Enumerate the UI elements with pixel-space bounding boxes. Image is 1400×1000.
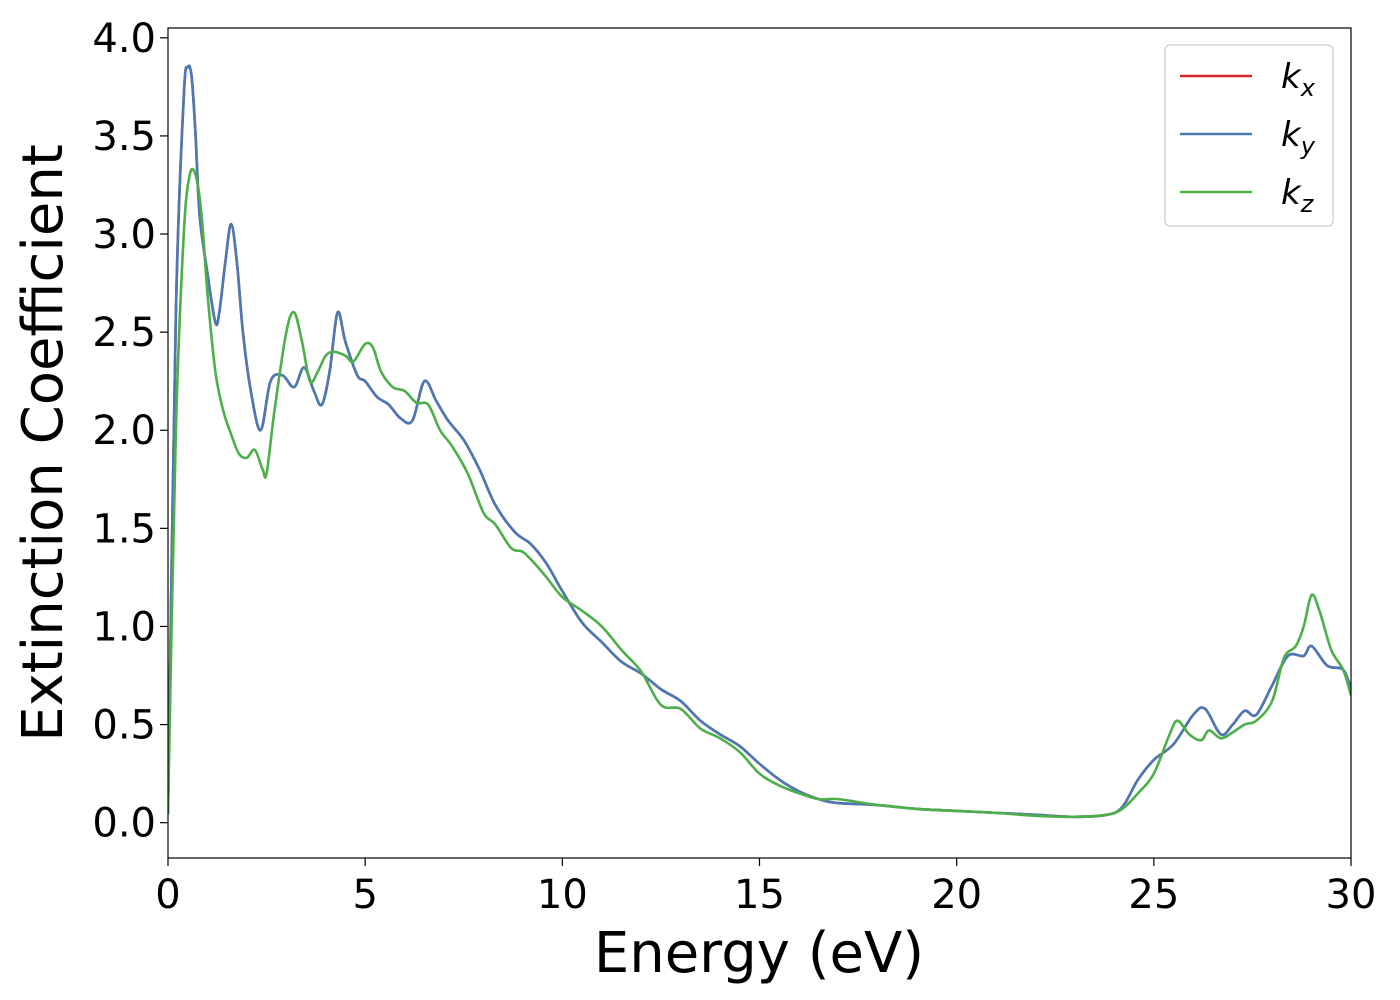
y-tick-label: 0.0	[92, 801, 156, 847]
legend-label-kx: kx	[1281, 57, 1316, 102]
y-tick-label: 2.0	[92, 408, 156, 454]
y-tick-label: 3.0	[92, 212, 156, 258]
y-tick-label: 2.5	[92, 310, 156, 356]
x-tick-label: 30	[1326, 872, 1377, 918]
plot-area	[168, 28, 1351, 858]
x-axis-label: Energy (eV)	[594, 921, 924, 986]
y-tick-label: 4.0	[92, 16, 156, 62]
y-tick-label: 3.5	[92, 114, 156, 160]
series-layer	[168, 64, 1351, 819]
x-tick-label: 25	[1128, 872, 1179, 918]
x-tick-label: 0	[155, 872, 180, 918]
x-tick-label: 5	[352, 872, 377, 918]
legend-label-kz: kz	[1281, 173, 1315, 218]
y-tick-label: 0.5	[92, 703, 156, 749]
x-axis: 0 5 10 15 20 25 30	[155, 858, 1376, 918]
y-tick-label: 1.5	[92, 506, 156, 552]
legend-box	[1164, 44, 1334, 227]
x-tick-label: 20	[931, 872, 982, 918]
y-tick-label: 1.0	[92, 604, 156, 650]
series-line-ky	[168, 64, 1351, 819]
y-axis: 0.0 0.5 1.0 1.5 2.0 2.5 3.0 3.5 4.0	[92, 16, 168, 847]
legend-label-ky: ky	[1281, 115, 1316, 160]
x-tick-label: 15	[734, 872, 785, 918]
legend: kx ky kz	[1164, 44, 1334, 227]
x-tick-label: 10	[537, 872, 588, 918]
series-line-kz	[168, 167, 1351, 819]
y-axis-label: Extinction Coefficient	[11, 144, 76, 742]
